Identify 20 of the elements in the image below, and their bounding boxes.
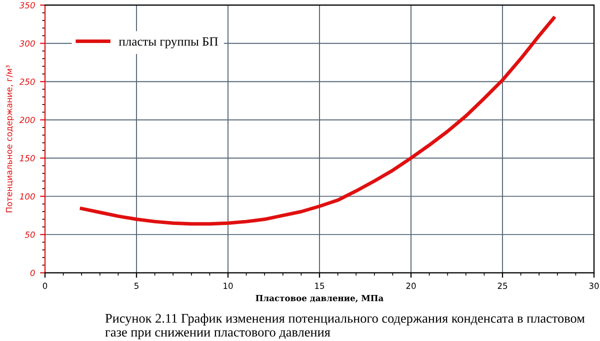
y-tick-label: 350 [19,2,35,8]
y-axis-title: Потенциальное содержание, г/м³ [6,65,14,212]
y-tick-label: 50 [24,232,35,238]
x-tick-label: 20 [406,282,416,289]
line-series [80,16,556,226]
y-tick-label: 300 [19,40,35,47]
y-tick-label: 150 [20,155,35,162]
x-tick-label: 5 [134,282,138,289]
legend-label: пласты группы БП [118,37,218,48]
y-tick-label: 100 [20,193,35,200]
y-tick-label: 200 [19,116,35,124]
x-tick-label: 15 [315,282,324,289]
x-tick-label: 10 [224,282,233,289]
x-axis-title: Пластовое давление, МПа [256,295,384,302]
text: Рисунок 2.11 График изменения потенциального содержания конденсата в пластовом газе при снижении пластового давления [105,313,585,340]
x-tick-label: 25 [498,282,508,289]
x-tick-label: 0 [42,282,48,289]
y-tick-label: 0 [30,270,35,276]
x-tick-label: 30 [589,282,599,289]
y-tick-label: 250 [19,78,35,85]
